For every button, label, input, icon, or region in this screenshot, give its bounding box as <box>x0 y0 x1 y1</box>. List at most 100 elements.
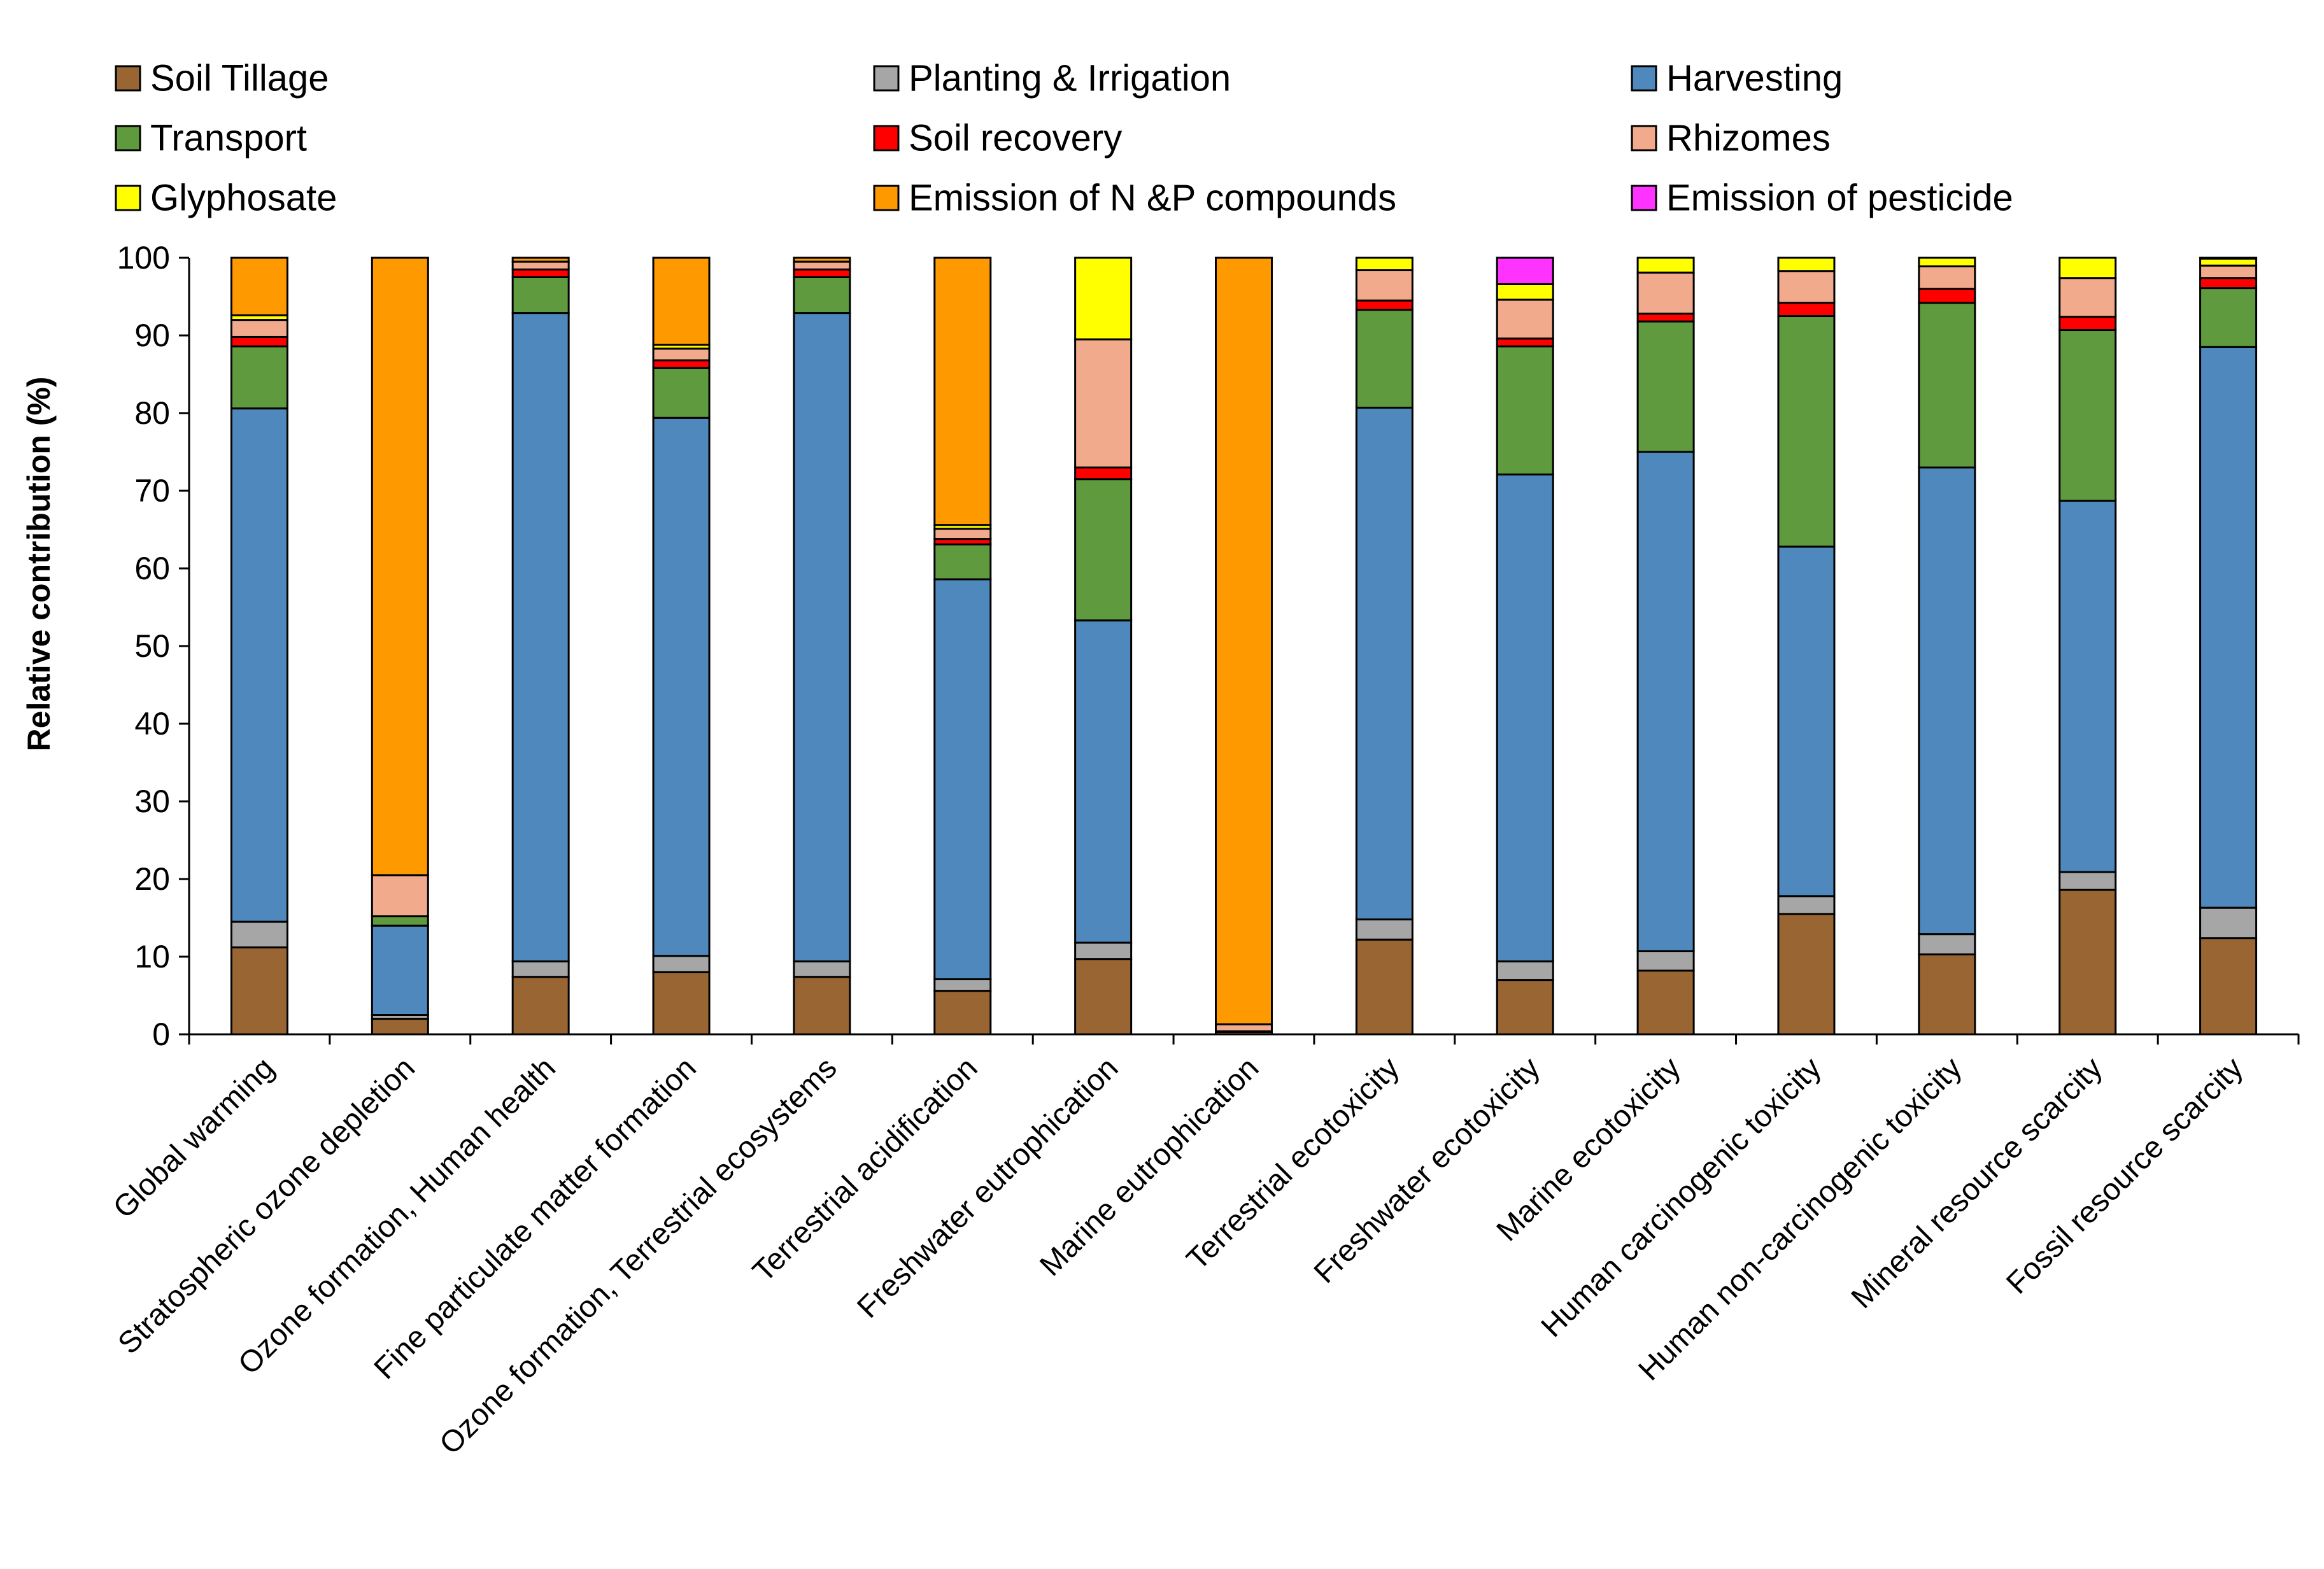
legend-label-2: Harvesting <box>1666 58 1843 99</box>
legend-label-5: Rhizomes <box>1666 118 1831 159</box>
bar-segment-3-0 <box>652 971 711 1036</box>
legend-label-4: Soil recovery <box>909 118 1122 159</box>
bar-segment-9-2 <box>1496 473 1554 962</box>
x-tick-label-6: Freshwater eutrophication <box>851 1051 1124 1325</box>
bar-segment-5-5 <box>933 528 992 540</box>
bar-segment-11-3 <box>1777 315 1836 548</box>
legend-label-7: Emission of N &P compounds <box>909 178 1396 219</box>
bar-segment-12-2 <box>1918 466 1976 936</box>
bar-segment-13-6 <box>2058 257 2117 279</box>
bar-segment-0-7 <box>230 257 288 316</box>
bar-segment-7-5 <box>1215 1023 1273 1032</box>
bar-segment-1-3 <box>371 915 429 927</box>
bar-segment-1-5 <box>371 874 429 918</box>
bar-segment-3-3 <box>652 367 711 419</box>
legend-label-0: Soil Tillage <box>150 58 329 99</box>
bar-segment-4-2 <box>793 312 851 962</box>
bar-segment-14-5 <box>2199 264 2258 279</box>
bar-segment-0-5 <box>230 319 288 338</box>
bar-segment-13-2 <box>2058 500 2117 873</box>
bar-segment-9-6 <box>1496 283 1554 301</box>
bar-segment-9-4 <box>1496 337 1554 348</box>
bar-segment-9-8 <box>1496 257 1554 285</box>
legend-label-8: Emission of pesticide <box>1666 178 2013 219</box>
bar-segment-4-1 <box>793 960 851 978</box>
bar-segment-5-0 <box>933 990 992 1036</box>
y-tick-label-5: 50 <box>134 628 170 664</box>
bar-segment-13-1 <box>2058 871 2117 891</box>
bar-segment-6-6 <box>1074 257 1133 341</box>
bar-segment-14-3 <box>2199 287 2258 348</box>
bar-segment-10-3 <box>1636 320 1695 453</box>
x-tick-label-11: Human carcinogenic toxicity <box>1535 1051 1828 1344</box>
bar-segment-3-5 <box>652 348 711 362</box>
y-tick-label-3: 30 <box>134 784 170 819</box>
bar-segment-11-1 <box>1777 895 1836 915</box>
bar-segment-12-4 <box>1918 288 1976 304</box>
y-tick-label-1: 10 <box>134 939 170 974</box>
y-tick-label-6: 60 <box>134 551 170 586</box>
bar-segment-14-1 <box>2199 906 2258 939</box>
bar-segment-11-6 <box>1777 257 1836 272</box>
x-tick-label-2: Ozone formation, Human health <box>232 1051 562 1381</box>
y-tick-label-2: 20 <box>134 861 170 897</box>
bar-segment-8-3 <box>1355 309 1414 409</box>
bar-segment-12-0 <box>1918 953 1976 1036</box>
bar-segment-0-0 <box>230 946 288 1036</box>
bar-segment-10-2 <box>1636 451 1695 952</box>
bar-segment-3-1 <box>652 955 711 973</box>
legend-swatch-3 <box>115 125 141 151</box>
bar-segment-8-5 <box>1355 269 1414 302</box>
x-tick-label-9: Freshwater ecotoxicity <box>1308 1051 1547 1290</box>
bar-segment-7-7 <box>1215 257 1273 1025</box>
bar-segment-0-3 <box>230 345 288 410</box>
bar-segment-1-7 <box>371 257 429 876</box>
bar-segment-12-6 <box>1918 257 1976 267</box>
bar-segment-3-7 <box>652 257 711 346</box>
bar-segment-9-5 <box>1496 299 1554 340</box>
bar-segment-5-2 <box>933 578 992 980</box>
bar-segment-4-0 <box>793 976 851 1036</box>
bar-segment-6-2 <box>1074 619 1133 944</box>
bar-segment-9-1 <box>1496 960 1554 982</box>
x-tick-label-13: Mineral resource scarcity <box>1845 1051 2109 1315</box>
bar-segment-4-5 <box>793 260 851 271</box>
bar-segment-3-4 <box>652 359 711 369</box>
y-tick-label-8: 80 <box>134 395 170 431</box>
bar-segment-8-2 <box>1355 406 1414 920</box>
bar-segment-1-2 <box>371 924 429 1016</box>
bar-segment-13-0 <box>2058 889 2117 1036</box>
x-tick-label-14: Fossil resource scarcity <box>2000 1051 2250 1300</box>
bar-segment-6-1 <box>1074 941 1133 960</box>
bars <box>230 257 2258 1036</box>
bar-segment-4-4 <box>793 268 851 278</box>
bar-segment-5-7 <box>933 257 992 526</box>
bar-segment-12-1 <box>1918 933 1976 955</box>
bar-segment-1-0 <box>371 1018 429 1036</box>
bar-segment-8-6 <box>1355 257 1414 272</box>
bar-segment-11-0 <box>1777 913 1836 1036</box>
bar-segment-6-3 <box>1074 478 1133 622</box>
legend-swatch-6 <box>115 185 141 211</box>
bar-segment-0-2 <box>230 407 288 923</box>
bar-segment-10-0 <box>1636 969 1695 1036</box>
bar-segment-3-2 <box>652 416 711 957</box>
bar-segment-13-5 <box>2058 277 2117 318</box>
y-tick-label-7: 70 <box>134 473 170 509</box>
y-tick-label-0: 0 <box>152 1017 170 1052</box>
bar-segment-11-5 <box>1777 270 1836 304</box>
legend-swatch-4 <box>873 125 900 151</box>
bar-segment-2-3 <box>511 276 570 314</box>
legend-swatch-8 <box>1631 185 1657 211</box>
bar-segment-9-3 <box>1496 345 1554 475</box>
bar-segment-0-1 <box>230 920 288 948</box>
bar-segment-10-1 <box>1636 950 1695 972</box>
bar-segment-4-7 <box>793 257 851 263</box>
bar-segment-8-4 <box>1355 299 1414 311</box>
bar-segment-5-1 <box>933 978 992 992</box>
bar-segment-2-0 <box>511 976 570 1036</box>
y-axis-label: Relative contribution (%) <box>21 377 57 752</box>
bar-segment-8-1 <box>1355 918 1414 941</box>
